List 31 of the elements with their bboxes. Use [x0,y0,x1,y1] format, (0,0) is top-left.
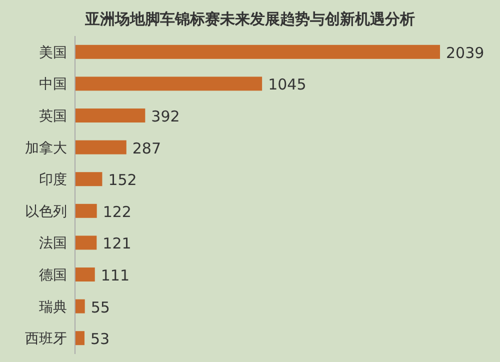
y-tick-label: 加拿大 [25,140,67,156]
bar [75,140,126,154]
chart-title: 亚洲场地脚车锦标赛未来发展趋势与创新机遇分析 [84,10,415,28]
bar [75,331,84,346]
bar [75,204,97,218]
data-label: 55 [90,298,110,316]
data-label: 2039 [446,44,484,62]
bar [75,172,102,186]
y-tick-label: 美国 [39,44,67,61]
y-tick-label: 印度 [39,172,67,188]
data-label: 53 [90,330,110,348]
bar [75,108,146,122]
bar [75,44,440,59]
y-tick-label: 瑞典 [39,299,67,316]
data-label: 1045 [268,76,306,94]
bar [75,76,262,91]
data-label: 122 [102,202,132,221]
y-tick-label: 德国 [39,268,67,284]
y-tick-label: 西班牙 [25,331,67,348]
bar [75,236,97,250]
data-label: 287 [132,139,162,158]
y-tick-label: 法国 [39,236,67,252]
data-label: 152 [108,171,137,190]
y-tick-label: 中国 [39,76,67,93]
y-tick-label: 英国 [39,108,67,124]
y-tick-label: 以色列 [25,204,67,220]
bar [75,299,85,314]
data-label: 392 [151,108,180,126]
data-label: 111 [100,266,130,284]
data-label: 121 [102,234,132,253]
bar [75,268,95,282]
